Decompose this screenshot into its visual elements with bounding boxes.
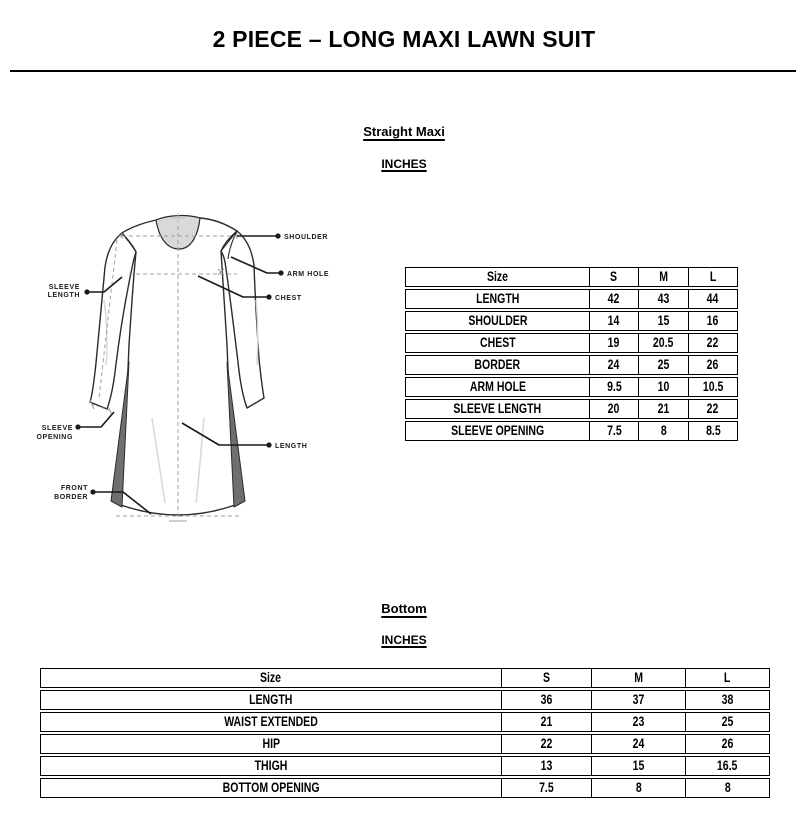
header-cell: Size xyxy=(486,269,509,285)
measure-value-cell: 15 xyxy=(591,757,685,775)
measure-value-cell: 8 xyxy=(685,779,769,797)
measure-value-cell: 8 xyxy=(638,422,688,440)
size-table-row: ARM HOLE 9.5 10 10.5 xyxy=(405,377,738,397)
measure-label-cell: ARM HOLE xyxy=(469,379,526,395)
label-chest: CHEST xyxy=(275,295,302,302)
measure-value-cell: 20.5 xyxy=(638,334,688,352)
header-cell: L xyxy=(688,268,737,286)
measure-value-cell: 7.5 xyxy=(589,422,638,440)
label-arm-hole: ARM HOLE xyxy=(287,271,329,278)
measure-value-cell: 21 xyxy=(501,713,591,731)
measure-value-cell: 13 xyxy=(501,757,591,775)
callout-lines xyxy=(80,235,279,515)
header-cell: L xyxy=(685,669,769,687)
measure-label-cell: WAIST EXTENDED xyxy=(224,714,318,730)
size-table-row: LENGTH 36 37 38 xyxy=(40,690,770,710)
size-table-row: BOTTOM OPENING 7.5 8 8 xyxy=(40,778,770,798)
garment-diagram: SHOULDER ARM HOLE CHEST SLEEVE LENGTH SL… xyxy=(37,213,329,522)
measure-value-cell: 42 xyxy=(589,290,638,308)
size-table-row: THIGH 13 15 16.5 xyxy=(40,756,770,776)
label-front-border-1: FRONT xyxy=(61,485,88,492)
measure-value-cell: 38 xyxy=(685,691,769,709)
measure-label-cell: CHEST xyxy=(479,335,516,351)
callout-labels: SHOULDER ARM HOLE CHEST SLEEVE LENGTH SL… xyxy=(37,234,329,501)
measure-value-cell: 23 xyxy=(591,713,685,731)
measure-value-cell: 8.5 xyxy=(688,422,737,440)
measure-value-cell: 24 xyxy=(591,735,685,753)
measure-label-cell: SHOULDER xyxy=(467,313,528,329)
measure-value-cell: 7.5 xyxy=(501,779,591,797)
label-front-border-2: BORDER xyxy=(54,494,88,501)
measure-label-cell: LENGTH xyxy=(249,692,293,708)
measure-value-cell: 22 xyxy=(688,400,737,418)
label-sleeve-length-2: LENGTH xyxy=(48,292,80,299)
measure-value-cell: 44 xyxy=(688,290,737,308)
size-table-row: SHOULDER 14 15 16 xyxy=(405,311,738,331)
label-length: LENGTH xyxy=(275,443,307,450)
size-table-bottom: Size S M L LENGTH 36 37 38 WAIST EXTENDED 21 23 25 H… xyxy=(40,668,770,798)
dress-outline-icon xyxy=(89,214,265,516)
section-heading-straight-maxi: Straight Maxi xyxy=(363,124,445,139)
measure-value-cell: 8 xyxy=(591,779,685,797)
measure-value-cell: 43 xyxy=(638,290,688,308)
measure-value-cell: 22 xyxy=(501,735,591,753)
size-table-header-row: Size S M L xyxy=(40,668,770,688)
size-table-row: WAIST EXTENDED 21 23 25 xyxy=(40,712,770,732)
page-title: 2 PIECE – LONG MAXI LAWN SUIT xyxy=(212,26,596,52)
measure-label-cell: LENGTH xyxy=(475,291,520,307)
measure-value-cell: 9.5 xyxy=(589,378,638,396)
measure-value-cell: 14 xyxy=(589,312,638,330)
measure-value-cell: 26 xyxy=(685,735,769,753)
callout-dots xyxy=(75,233,284,495)
header-cell: M xyxy=(591,669,685,687)
title-divider xyxy=(10,70,796,72)
measure-label-cell: BORDER xyxy=(474,357,521,373)
label-sleeve-length-1: SLEEVE xyxy=(49,284,80,291)
measure-label-cell: SLEEVE LENGTH xyxy=(453,401,542,417)
measurement-dashed-lines xyxy=(91,219,242,519)
header-cell: S xyxy=(501,669,591,687)
size-table-row: BORDER 24 25 26 xyxy=(405,355,738,375)
label-sleeve-opening-1: SLEEVE xyxy=(42,425,73,432)
measure-label-cell: SLEEVE OPENING xyxy=(450,423,545,439)
size-table-row: LENGTH 42 43 44 xyxy=(405,289,738,309)
measure-label-cell: HIP xyxy=(262,736,280,752)
measure-value-cell: 16 xyxy=(688,312,737,330)
measure-value-cell: 22 xyxy=(688,334,737,352)
header-cell: M xyxy=(638,268,688,286)
measure-value-cell: 21 xyxy=(638,400,688,418)
measure-label-cell: THIGH xyxy=(254,758,288,774)
unit-label-bottom: INCHES xyxy=(381,633,427,647)
header-cell: S xyxy=(589,268,638,286)
unit-label-top: INCHES xyxy=(381,157,427,171)
header-cell: Size xyxy=(260,670,282,686)
size-table-row: SLEEVE LENGTH 20 21 22 xyxy=(405,399,738,419)
size-table-straight-maxi: Size S M L LENGTH 42 43 44 SHOULDER 14 15 16 CHEST 19… xyxy=(405,267,738,441)
measure-value-cell: 16.5 xyxy=(685,757,769,775)
size-table-row: HIP 22 24 26 xyxy=(40,734,770,754)
size-table-row: SLEEVE OPENING 7.5 8 8.5 xyxy=(405,421,738,441)
measure-value-cell: 25 xyxy=(638,356,688,374)
measure-value-cell: 15 xyxy=(638,312,688,330)
measure-value-cell: 20 xyxy=(589,400,638,418)
section-heading-bottom: Bottom xyxy=(381,601,427,616)
measure-value-cell: 19 xyxy=(589,334,638,352)
measure-value-cell: 37 xyxy=(591,691,685,709)
measure-value-cell: 26 xyxy=(688,356,737,374)
label-shoulder: SHOULDER xyxy=(284,234,328,241)
size-table-row: CHEST 19 20.5 22 xyxy=(405,333,738,353)
measure-value-cell: 25 xyxy=(685,713,769,731)
measure-value-cell: 10 xyxy=(638,378,688,396)
measure-value-cell: 36 xyxy=(501,691,591,709)
measure-value-cell: 24 xyxy=(589,356,638,374)
measure-label-cell: BOTTOM OPENING xyxy=(222,780,320,796)
crease-lines xyxy=(103,299,259,504)
measure-value-cell: 10.5 xyxy=(688,378,737,396)
label-sleeve-opening-2: OPENING xyxy=(37,434,73,441)
size-table-header-row: Size S M L xyxy=(405,267,738,287)
